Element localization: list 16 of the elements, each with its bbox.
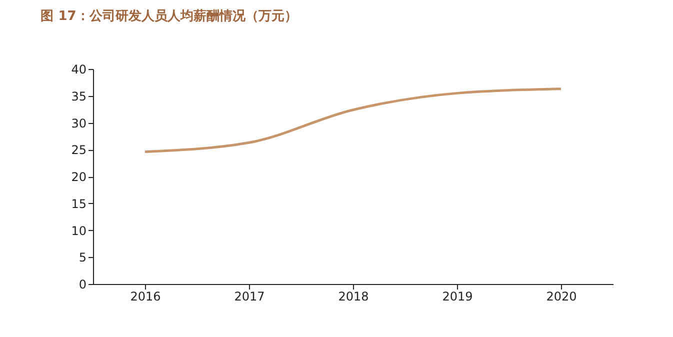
- y-tick-label: 35: [71, 89, 86, 104]
- y-tick-label: 40: [71, 62, 86, 76]
- x-tick-label: 2020: [546, 290, 577, 304]
- y-tick-label: 20: [71, 170, 86, 184]
- y-tick-label: 10: [71, 224, 86, 238]
- y-tick-label: 5: [78, 250, 86, 265]
- x-tick-label: 2019: [442, 290, 473, 304]
- y-tick-label: 25: [71, 143, 86, 158]
- x-tick-label: 2016: [130, 290, 161, 304]
- chart-title: 图 17：公司研发人员人均薪酬情况（万元）: [40, 8, 298, 24]
- y-tick-label: 30: [71, 116, 86, 130]
- y-tick-label: 15: [71, 196, 86, 211]
- x-tick-label: 2017: [234, 290, 265, 304]
- y-tick-label: 0: [78, 278, 86, 292]
- line-series: [144, 88, 562, 154]
- x-tick-label: 2018: [338, 290, 369, 304]
